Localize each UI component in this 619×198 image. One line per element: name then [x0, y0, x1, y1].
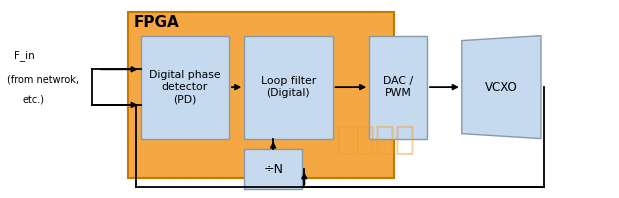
- Text: VCXO: VCXO: [485, 81, 517, 94]
- Text: (from netwrok,: (from netwrok,: [7, 74, 79, 84]
- Text: F_in: F_in: [14, 50, 35, 61]
- Text: 统一电子: 统一电子: [335, 122, 415, 155]
- FancyBboxPatch shape: [141, 36, 229, 139]
- Text: DAC /
PWM: DAC / PWM: [383, 76, 413, 98]
- FancyBboxPatch shape: [245, 36, 332, 139]
- Text: FPGA: FPGA: [133, 15, 179, 30]
- Text: Digital phase
detector
(PD): Digital phase detector (PD): [149, 70, 220, 105]
- FancyBboxPatch shape: [129, 12, 394, 178]
- Text: ÷N: ÷N: [263, 163, 283, 176]
- FancyBboxPatch shape: [369, 36, 427, 139]
- FancyBboxPatch shape: [245, 149, 302, 189]
- Text: etc.): etc.): [23, 94, 45, 104]
- Polygon shape: [462, 36, 541, 139]
- Text: Loop filter
(Digital): Loop filter (Digital): [261, 76, 316, 98]
